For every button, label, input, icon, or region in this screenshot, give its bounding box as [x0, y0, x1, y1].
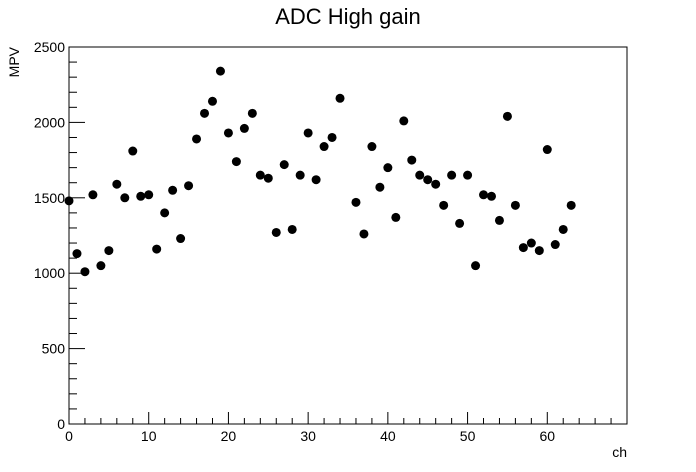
data-point	[494, 215, 504, 225]
x-tick-label: 60	[539, 428, 555, 444]
data-point	[391, 212, 401, 222]
data-point	[319, 142, 329, 152]
data-point	[215, 66, 225, 76]
data-point	[72, 249, 82, 259]
x-tick-label: 50	[460, 428, 476, 444]
data-point	[207, 96, 217, 106]
y-tick-label: 500	[42, 341, 66, 357]
data-point	[88, 190, 98, 200]
data-point	[526, 238, 536, 248]
data-points	[64, 66, 576, 277]
data-point	[486, 191, 496, 201]
data-point	[168, 185, 178, 195]
x-tick-label: 0	[65, 428, 73, 444]
data-point	[104, 246, 114, 256]
data-point	[192, 134, 202, 144]
data-point	[136, 191, 146, 201]
data-point	[510, 200, 520, 210]
data-point	[239, 123, 249, 133]
data-point	[184, 181, 194, 191]
data-point	[112, 179, 122, 189]
data-point	[375, 182, 385, 192]
data-point	[502, 111, 512, 121]
plot-frame	[68, 46, 628, 425]
x-tick-label: 20	[221, 428, 237, 444]
data-point	[383, 163, 393, 173]
data-point	[566, 200, 576, 210]
data-point	[120, 193, 130, 203]
data-point	[479, 190, 489, 200]
data-point	[471, 261, 481, 271]
axis-tick-labels: 0 10 20 30 40 50 60 0 500 1000 1500 2000 2500	[34, 39, 555, 444]
y-axis-label: MPV	[6, 46, 22, 77]
y-tick-label: 1000	[34, 265, 65, 281]
data-point	[263, 173, 273, 183]
x-axis-label: ch	[612, 444, 627, 460]
data-point	[80, 267, 90, 277]
data-point	[200, 108, 210, 118]
y-tick-label: 2000	[34, 114, 65, 130]
axis-ticks	[68, 46, 628, 425]
y-tick-label: 1500	[34, 190, 65, 206]
data-point	[558, 224, 568, 234]
data-point	[335, 93, 345, 103]
data-point	[455, 218, 465, 228]
data-point	[534, 246, 544, 256]
x-tick-label: 40	[380, 428, 396, 444]
data-point	[271, 227, 281, 237]
data-point	[295, 170, 305, 180]
data-point	[359, 229, 369, 239]
data-point	[176, 234, 186, 244]
x-tick-label: 10	[141, 428, 157, 444]
data-point	[247, 108, 257, 118]
data-point	[152, 244, 162, 254]
data-point	[367, 142, 377, 152]
data-point	[311, 175, 321, 185]
data-point	[415, 170, 425, 180]
y-tick-label: 0	[57, 416, 65, 432]
data-point	[255, 170, 265, 180]
data-point	[550, 240, 560, 250]
data-point	[407, 155, 417, 165]
data-point	[223, 128, 233, 138]
data-point	[327, 132, 337, 142]
data-point	[96, 261, 106, 271]
data-point	[231, 157, 241, 167]
data-point	[287, 224, 297, 234]
data-point	[351, 197, 361, 207]
x-tick-label: 30	[300, 428, 316, 444]
data-point	[303, 128, 313, 138]
data-point	[518, 243, 528, 253]
chart-title: ADC High gain	[275, 4, 421, 29]
data-point	[64, 196, 74, 206]
data-point	[447, 170, 457, 180]
data-point	[423, 175, 433, 185]
data-point	[128, 146, 138, 156]
data-point	[160, 208, 170, 218]
data-point	[439, 200, 449, 210]
y-tick-label: 2500	[34, 39, 65, 55]
data-point	[463, 170, 473, 180]
data-point	[431, 179, 441, 189]
data-point	[542, 145, 552, 155]
data-point	[399, 116, 409, 126]
data-point	[279, 160, 289, 170]
data-point	[144, 190, 154, 200]
